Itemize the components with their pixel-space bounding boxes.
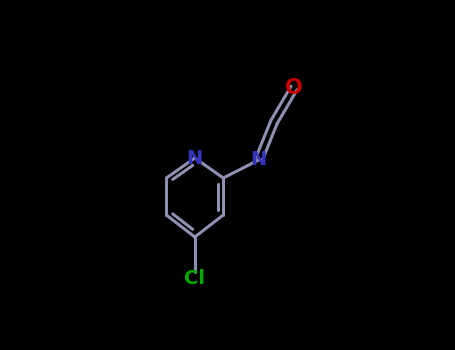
Text: N: N: [187, 148, 203, 168]
Text: N: N: [251, 150, 267, 169]
Text: O: O: [285, 78, 303, 98]
Text: Cl: Cl: [184, 268, 205, 287]
